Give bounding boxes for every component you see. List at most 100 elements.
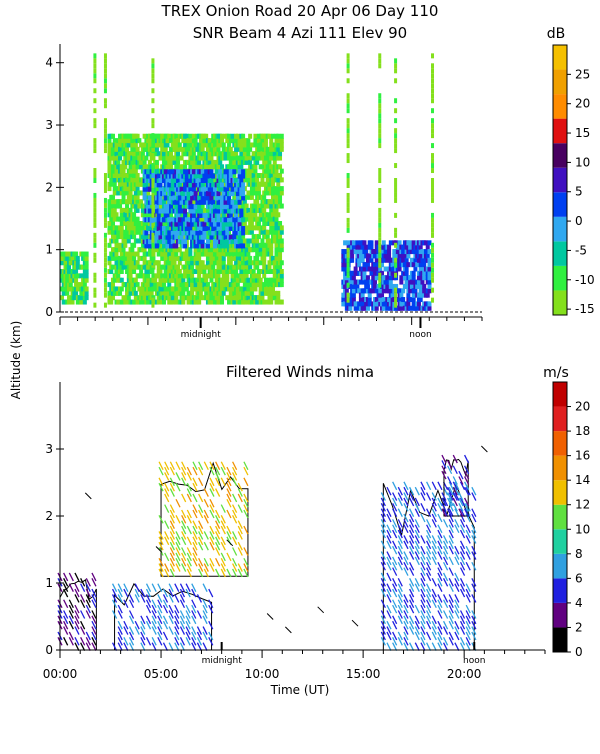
- snr-stripe-cell: [347, 118, 350, 123]
- snr-cell: [238, 235, 242, 240]
- snr-cell: [225, 204, 229, 209]
- colorbar-tick-label: 10: [575, 155, 590, 169]
- snr-stripe-cell: [93, 123, 96, 128]
- snr-cell: [375, 297, 379, 302]
- snr-cell: [357, 245, 361, 250]
- snr-stripe-cell: [93, 233, 96, 238]
- snr-cell: [137, 265, 141, 270]
- snr-cell: [167, 282, 171, 287]
- snr-cell: [229, 252, 233, 257]
- snr-stripe-cell: [104, 78, 107, 83]
- snr-cell: [190, 273, 194, 278]
- wind-barb: [158, 584, 162, 592]
- snr-stripe-cell: [394, 193, 397, 198]
- snr-cell: [280, 238, 284, 243]
- snr-cell: [197, 273, 201, 278]
- snr-cell: [259, 147, 263, 152]
- snr-cell: [241, 230, 245, 235]
- snr-cell: [427, 284, 431, 289]
- snr-cell: [199, 209, 203, 214]
- snr-cell: [266, 212, 270, 217]
- snr-cell: [352, 297, 356, 302]
- snr-cell: [111, 295, 115, 300]
- snr-cell: [280, 134, 284, 139]
- snr-cell: [158, 295, 162, 300]
- snr-cell: [264, 278, 268, 283]
- snr-stripe-cell: [93, 288, 96, 293]
- colorbar-swatch: [553, 241, 567, 266]
- snr-cell: [246, 142, 250, 147]
- snr-cell: [107, 164, 111, 169]
- snr-cell: [387, 245, 391, 250]
- snr-cell: [262, 195, 266, 200]
- snr-cell: [369, 258, 373, 263]
- snr-cell: [368, 301, 372, 306]
- wind-barb: [165, 553, 169, 561]
- snr-cell: [113, 138, 117, 143]
- snr-cell: [157, 265, 161, 270]
- snr-cell: [204, 174, 208, 179]
- snr-cell: [275, 225, 279, 230]
- snr-cell: [187, 273, 191, 278]
- snr-cell: [176, 191, 180, 196]
- snr-cell: [197, 195, 201, 200]
- snr-cell: [143, 256, 147, 261]
- snr-cell: [199, 265, 203, 270]
- snr-cell: [190, 260, 194, 265]
- wind-barb: [438, 514, 442, 522]
- snr-cell: [111, 147, 115, 152]
- snr-cell: [118, 204, 122, 209]
- snr-cell: [157, 252, 161, 257]
- wind-barb: [204, 489, 208, 497]
- snr-stripe-cell: [347, 173, 350, 178]
- snr-stripe-cell: [431, 163, 434, 168]
- snr-cell: [143, 191, 147, 196]
- snr-cell: [255, 265, 259, 270]
- snr-cell: [427, 275, 431, 280]
- snr-cell: [422, 284, 426, 289]
- snr-cell: [278, 256, 282, 261]
- colorbar-swatch: [553, 529, 567, 554]
- snr-cell: [280, 269, 284, 274]
- snr-cell: [120, 260, 124, 265]
- snr-cell: [188, 187, 192, 192]
- snr-cell: [136, 252, 140, 257]
- snr-cell: [269, 142, 273, 147]
- snr-stripe-cell: [347, 293, 350, 298]
- snr-cell: [123, 234, 127, 239]
- snr-stripe-cell: [347, 158, 350, 163]
- snr-cell: [132, 138, 136, 143]
- snr-stripe-cell: [347, 98, 350, 103]
- snr-cell: [229, 226, 233, 231]
- snr-cell: [136, 195, 140, 200]
- snr-cell: [220, 134, 224, 139]
- snr-cell: [83, 300, 87, 305]
- colorbar-tick-label: 6: [575, 571, 583, 585]
- snr-cell: [419, 288, 423, 293]
- snr-stripe-cell: [431, 178, 434, 183]
- snr-cell: [199, 174, 203, 179]
- snr-cell: [115, 238, 119, 243]
- snr-cell: [245, 160, 249, 165]
- snr-stripe-cell: [378, 63, 381, 68]
- wind-barb: [444, 519, 448, 527]
- snr-cell: [158, 247, 162, 252]
- snr-stripe-cell: [431, 298, 434, 303]
- snr-cell: [130, 247, 134, 252]
- snr-cell: [178, 222, 182, 227]
- snr-cell: [157, 142, 161, 147]
- snr-cell: [229, 213, 233, 218]
- snr-stripe-cell: [431, 268, 434, 273]
- snr-stripe-cell: [104, 263, 107, 268]
- snr-stripe-cell: [347, 103, 350, 108]
- snr-cell: [74, 291, 78, 296]
- colorbar-swatch: [553, 627, 567, 652]
- snr-cell: [162, 300, 166, 305]
- snr-cell: [157, 151, 161, 156]
- snr-cell: [202, 200, 206, 205]
- snr-cell: [216, 273, 220, 278]
- snr-cell: [158, 235, 162, 240]
- wind-barb: [165, 505, 169, 513]
- snr-cell: [137, 286, 141, 291]
- snr-cell: [259, 282, 263, 287]
